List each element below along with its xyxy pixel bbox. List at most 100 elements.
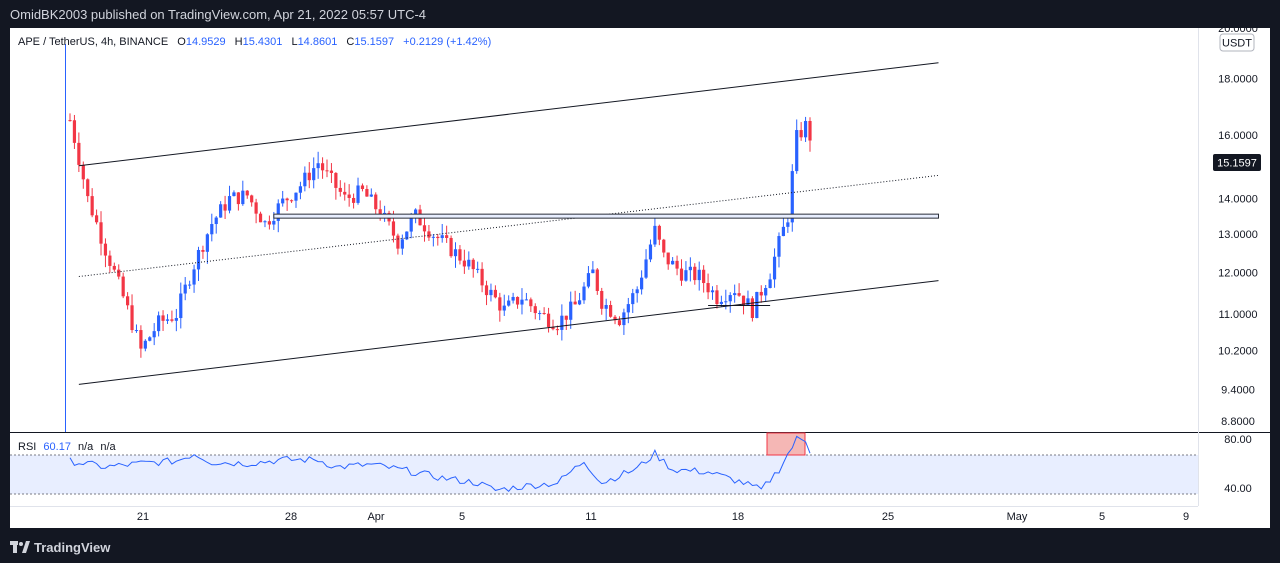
- candle-body: [564, 315, 568, 320]
- candle-body: [289, 200, 294, 202]
- price-tick-label: 10.2000: [1218, 345, 1258, 357]
- candle-body: [409, 218, 413, 232]
- candle-body: [267, 221, 272, 225]
- candle-body: [799, 130, 803, 138]
- candle-body: [196, 249, 201, 270]
- candle-body: [538, 313, 542, 315]
- candle-body: [458, 249, 462, 261]
- candle-body: [462, 260, 466, 267]
- time-tick-label: 18: [732, 511, 744, 523]
- candle-body: [666, 252, 670, 265]
- candle-body: [405, 231, 409, 240]
- candle-body: [768, 279, 772, 289]
- legend-symbol: APE / TetherUS, 4h, BINANCE: [18, 36, 168, 48]
- price-tick-label: 11.0000: [1219, 309, 1258, 321]
- candle-body: [347, 194, 351, 198]
- candle-body: [684, 270, 688, 281]
- candle-body: [214, 217, 218, 225]
- price-badge: 15.1597: [1213, 154, 1261, 171]
- candle-body: [143, 340, 147, 349]
- candle-body: [533, 306, 537, 314]
- chart-svg[interactable]: 20.0000 18.0000 16.0000 14.0000 13.0000 12.00…: [10, 28, 1270, 528]
- candle-body: [276, 203, 280, 221]
- candle-body: [786, 222, 790, 227]
- candle-body: [480, 268, 484, 286]
- candle-body: [764, 288, 768, 296]
- rsi-tick-label: 40.00: [1224, 483, 1252, 495]
- time-tick-label: 11: [585, 511, 596, 523]
- candle-body: [662, 239, 666, 253]
- rsi-legend-name: RSI: [18, 441, 36, 453]
- horizontal-zone: [273, 213, 940, 219]
- candle-body: [134, 330, 139, 332]
- candle-body: [272, 220, 276, 225]
- rsi-highlight-box: [766, 432, 806, 456]
- candle-body: [139, 330, 143, 349]
- candle-body: [285, 198, 289, 201]
- currency-badge-label: USDT: [1222, 38, 1252, 50]
- candle-body: [201, 249, 205, 252]
- candle-body: [232, 192, 236, 197]
- candle-body: [183, 284, 187, 294]
- candle-body: [498, 297, 502, 311]
- candle-body: [631, 293, 635, 305]
- candle-body: [546, 313, 551, 327]
- candle-body: [369, 194, 373, 197]
- candle-body: [795, 130, 799, 172]
- rsi-band: [10, 455, 1198, 494]
- candle-body: [165, 319, 170, 321]
- candle-body: [600, 290, 604, 309]
- currency-badge[interactable]: USDT: [1219, 33, 1255, 52]
- price-badge-label: 15.1597: [1217, 158, 1257, 170]
- tradingview-logo-icon: [10, 541, 30, 553]
- candle-body: [507, 300, 511, 306]
- upper-channel-line: [78, 62, 939, 167]
- candle-body: [86, 179, 90, 197]
- candle-body: [205, 234, 209, 252]
- price-tick-label: 16.0000: [1218, 130, 1258, 142]
- candle-body: [68, 120, 72, 122]
- candle-body: [210, 224, 214, 235]
- time-tick-label: 5: [459, 511, 465, 523]
- candle-body: [577, 300, 582, 305]
- candle-body: [484, 285, 489, 296]
- candle-body: [520, 299, 524, 305]
- time-tick-label: 21: [137, 511, 149, 523]
- time-tick-label: 25: [882, 511, 894, 523]
- time-tick-label: 28: [285, 511, 297, 523]
- chart-area[interactable]: 20.0000 18.0000 16.0000 14.0000 13.0000 12.00…: [10, 28, 1270, 528]
- candle-body: [617, 320, 622, 326]
- candle-body: [679, 268, 684, 281]
- legend-open-label: O: [177, 36, 186, 48]
- candle-body: [511, 296, 515, 301]
- time-tick-label: May: [1007, 511, 1028, 523]
- candle-body: [90, 196, 94, 216]
- rsi-tick-label: 80.00: [1224, 434, 1252, 446]
- candle-body: [121, 276, 125, 297]
- lower-channel-line: [78, 280, 939, 385]
- time-tick-label: Apr: [367, 511, 384, 523]
- candle-body: [378, 209, 382, 218]
- candle-body: [343, 191, 347, 195]
- candle-body: [126, 296, 130, 306]
- candle-body: [502, 305, 506, 311]
- candle-body: [188, 284, 192, 286]
- candle-body: [298, 186, 303, 193]
- candle-body: [263, 221, 267, 223]
- candle-body: [693, 266, 697, 281]
- candle-body: [551, 326, 555, 330]
- candle-body: [613, 316, 617, 321]
- candle-body: [595, 269, 599, 291]
- candle-body: [741, 295, 746, 306]
- candle-body: [697, 269, 701, 281]
- candle-body: [524, 299, 529, 301]
- candle-body: [750, 298, 754, 318]
- candle-body: [467, 259, 471, 267]
- candle-body: [422, 225, 427, 232]
- candle-body: [219, 204, 223, 218]
- legend-change: +0.2129 (+1.42%): [403, 36, 491, 48]
- candle-body: [400, 239, 404, 249]
- candle-body: [724, 301, 728, 303]
- candle-body: [453, 249, 458, 257]
- candle-body: [777, 236, 781, 257]
